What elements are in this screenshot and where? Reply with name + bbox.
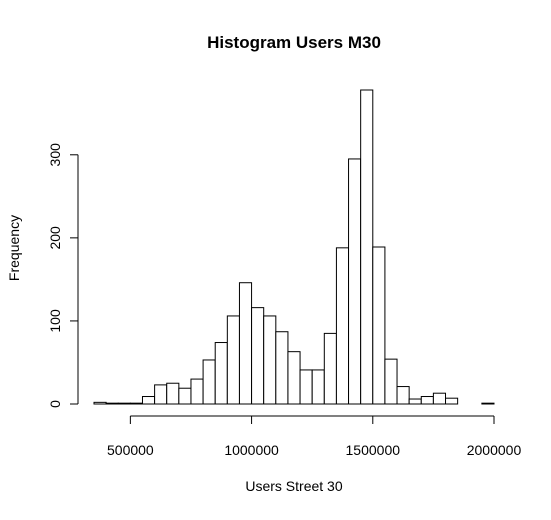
histogram-bar <box>420 396 434 405</box>
histogram-bar <box>129 402 143 405</box>
histogram-bar <box>275 331 289 405</box>
chart-title: Histogram Users M30 <box>207 33 381 52</box>
histogram-bar <box>93 401 107 405</box>
histogram-bar <box>360 89 374 405</box>
histogram-bars <box>93 89 495 405</box>
x-tick-label: 1000000 <box>224 442 279 458</box>
x-tick-label: 500000 <box>107 442 154 458</box>
y-tick-label: 300 <box>47 143 63 167</box>
histogram-bar <box>178 387 192 405</box>
histogram-bar <box>226 315 240 405</box>
histogram-bar <box>335 247 350 405</box>
y-tick-label: 200 <box>47 226 63 250</box>
histogram-bar <box>190 378 204 405</box>
histogram-bar <box>214 342 228 405</box>
histogram-bar <box>263 315 277 405</box>
x-tick-label: 1500000 <box>346 442 401 458</box>
histogram-bar <box>348 158 362 405</box>
histogram-bar <box>238 282 253 405</box>
histogram-bar <box>299 369 313 405</box>
histogram-bar <box>141 396 156 405</box>
histogram-bar <box>384 358 398 405</box>
histogram-bar <box>166 382 180 405</box>
histogram-bar <box>408 398 422 405</box>
histogram-bar <box>445 397 459 405</box>
histogram-bar <box>202 359 216 405</box>
x-axis: 500000 1000000 1500000 2000000 <box>107 415 522 458</box>
histogram-bar <box>154 384 168 405</box>
y-tick-label: 100 <box>47 309 63 333</box>
histogram-bar <box>396 386 410 405</box>
y-axis: 0 100 200 300 <box>47 143 79 408</box>
x-axis-label: Users Street 30 <box>245 478 342 494</box>
histogram-bar <box>311 369 325 405</box>
histogram-bar <box>481 402 495 405</box>
x-tick-label: 2000000 <box>467 442 522 458</box>
histogram-bar <box>117 402 131 405</box>
y-tick-label: 0 <box>47 400 63 408</box>
y-axis-label: Frequency <box>6 215 22 281</box>
histogram-bar <box>323 332 337 405</box>
histogram-bar <box>251 307 265 405</box>
histogram-bar <box>105 402 119 405</box>
histogram-bar <box>287 351 301 405</box>
histogram-bar <box>432 392 447 405</box>
histogram-bar <box>372 246 386 405</box>
